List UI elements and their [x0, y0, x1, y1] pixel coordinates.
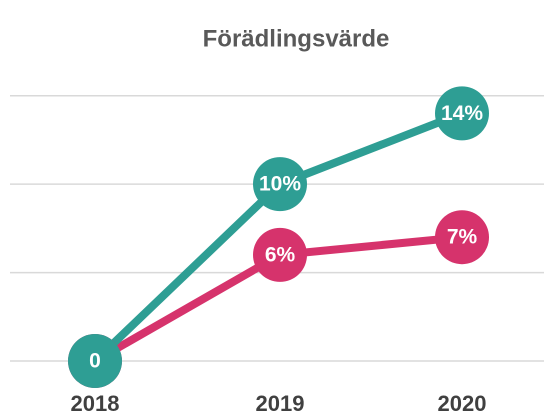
data-point	[253, 157, 307, 212]
data-label: 10%	[259, 173, 301, 196]
chart-title: Förädlingsvärde	[203, 25, 390, 52]
data-label: 0	[89, 350, 101, 373]
data-label: 7%	[447, 226, 478, 249]
data-point	[435, 86, 489, 141]
x-tick-label: 2018	[71, 391, 120, 416]
x-tick-label: 2020	[438, 391, 487, 416]
x-tick-label: 2019	[256, 391, 305, 416]
data-point	[68, 334, 122, 388]
data-label: 6%	[265, 243, 296, 266]
data-label: 14%	[441, 102, 483, 125]
data-point	[435, 210, 489, 265]
data-point	[253, 227, 307, 282]
